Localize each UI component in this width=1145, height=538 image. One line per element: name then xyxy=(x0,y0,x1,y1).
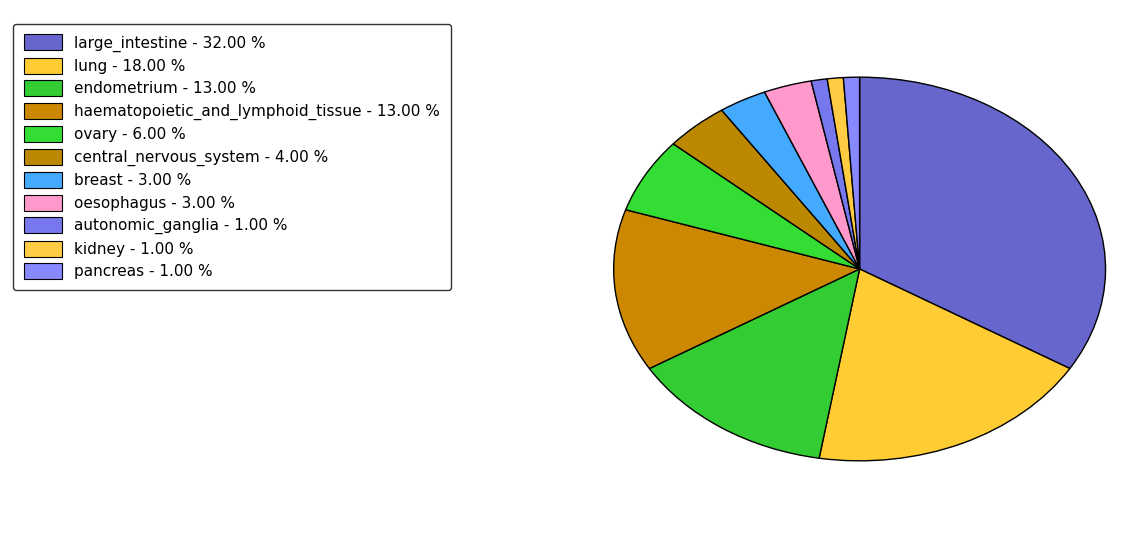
Legend: large_intestine - 32.00 %, lung - 18.00 %, endometrium - 13.00 %, haematopoietic: large_intestine - 32.00 %, lung - 18.00 … xyxy=(13,24,451,290)
Wedge shape xyxy=(721,92,860,269)
Wedge shape xyxy=(614,210,860,369)
Wedge shape xyxy=(860,77,1106,369)
Wedge shape xyxy=(625,144,860,269)
Wedge shape xyxy=(827,77,860,269)
Wedge shape xyxy=(819,269,1069,461)
Wedge shape xyxy=(673,110,860,269)
Wedge shape xyxy=(765,81,860,269)
Wedge shape xyxy=(649,269,860,458)
Wedge shape xyxy=(844,77,860,269)
Wedge shape xyxy=(811,79,860,269)
